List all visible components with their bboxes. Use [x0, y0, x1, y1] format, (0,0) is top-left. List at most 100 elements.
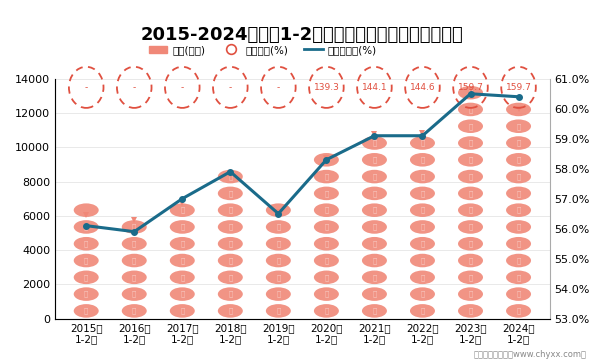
Ellipse shape: [410, 270, 435, 284]
Text: 负: 负: [180, 207, 185, 213]
Ellipse shape: [218, 220, 243, 234]
Text: -: -: [276, 83, 280, 92]
Text: 负: 负: [372, 257, 376, 264]
Text: 负: 负: [420, 307, 425, 314]
Ellipse shape: [218, 304, 243, 318]
Ellipse shape: [410, 237, 435, 250]
Text: 负: 负: [517, 123, 521, 130]
Text: 负: 负: [372, 307, 376, 314]
Ellipse shape: [266, 304, 291, 318]
Ellipse shape: [458, 136, 483, 150]
Text: 负: 负: [84, 240, 88, 247]
Ellipse shape: [218, 203, 243, 217]
Text: 负: 负: [228, 291, 232, 297]
Text: 负: 负: [228, 224, 232, 230]
Text: 负: 负: [517, 307, 521, 314]
Ellipse shape: [122, 270, 147, 284]
Legend: 负债(亿元), 产权比率(%), 资产负债率(%): 负债(亿元), 产权比率(%), 资产负债率(%): [145, 41, 381, 59]
Text: 负: 负: [276, 257, 281, 264]
Text: 负: 负: [372, 190, 376, 197]
Text: 负: 负: [517, 190, 521, 197]
Text: 负: 负: [84, 291, 88, 297]
Text: 负: 负: [468, 156, 473, 163]
Text: 负: 负: [517, 173, 521, 180]
Ellipse shape: [74, 270, 99, 284]
Text: 负: 负: [180, 240, 185, 247]
Text: 负: 负: [468, 307, 473, 314]
Text: 负: 负: [517, 140, 521, 146]
Text: 139.3: 139.3: [313, 83, 339, 92]
Text: -: -: [85, 83, 88, 92]
Text: 负: 负: [517, 257, 521, 264]
Text: 负: 负: [468, 140, 473, 146]
Text: 负: 负: [517, 240, 521, 247]
Ellipse shape: [506, 287, 531, 301]
Ellipse shape: [314, 220, 339, 234]
Ellipse shape: [362, 287, 387, 301]
Ellipse shape: [122, 237, 147, 250]
Text: 负: 负: [468, 257, 473, 264]
Ellipse shape: [314, 270, 339, 284]
Ellipse shape: [314, 203, 339, 217]
Text: 负: 负: [132, 274, 136, 281]
Ellipse shape: [218, 170, 243, 183]
Ellipse shape: [506, 170, 531, 183]
Ellipse shape: [170, 287, 195, 301]
Ellipse shape: [218, 187, 243, 200]
Ellipse shape: [74, 287, 99, 301]
Ellipse shape: [266, 237, 291, 250]
Text: 159.7: 159.7: [506, 83, 531, 92]
Text: 负: 负: [324, 224, 329, 230]
Text: 负: 负: [324, 291, 329, 297]
Ellipse shape: [362, 170, 387, 183]
Text: 负: 负: [468, 240, 473, 247]
Text: 负: 负: [517, 224, 521, 230]
Text: 负: 负: [324, 274, 329, 281]
Ellipse shape: [410, 187, 435, 200]
Ellipse shape: [458, 254, 483, 267]
Ellipse shape: [218, 270, 243, 284]
Text: 负: 负: [517, 156, 521, 163]
Ellipse shape: [506, 237, 531, 250]
Text: 负: 负: [420, 224, 425, 230]
Text: 负: 负: [132, 240, 136, 247]
Text: 负: 负: [180, 224, 185, 230]
Ellipse shape: [410, 254, 435, 267]
Text: 负: 负: [420, 291, 425, 297]
Text: 负: 负: [372, 240, 376, 247]
Ellipse shape: [506, 153, 531, 167]
Text: 负: 负: [180, 307, 185, 314]
Text: 负: 负: [228, 173, 232, 180]
Ellipse shape: [314, 170, 339, 183]
Ellipse shape: [362, 153, 387, 167]
Ellipse shape: [458, 237, 483, 250]
Text: 负: 负: [84, 274, 88, 281]
Text: 负: 负: [468, 224, 473, 230]
Text: 负: 负: [468, 190, 473, 197]
Ellipse shape: [506, 187, 531, 200]
Ellipse shape: [458, 86, 483, 99]
Text: 负: 负: [276, 240, 281, 247]
Text: 负: 负: [517, 291, 521, 297]
Text: 负: 负: [228, 274, 232, 281]
Ellipse shape: [458, 187, 483, 200]
Ellipse shape: [458, 103, 483, 116]
Ellipse shape: [410, 153, 435, 167]
Ellipse shape: [506, 254, 531, 267]
Ellipse shape: [266, 287, 291, 301]
Text: 负: 负: [132, 257, 136, 264]
Text: 负: 负: [372, 224, 376, 230]
Text: 负: 负: [468, 89, 473, 96]
Ellipse shape: [362, 254, 387, 267]
Text: 负: 负: [372, 291, 376, 297]
Text: 负: 负: [372, 140, 376, 146]
Text: 负: 负: [132, 307, 136, 314]
Ellipse shape: [506, 270, 531, 284]
Ellipse shape: [362, 304, 387, 318]
Text: 负: 负: [276, 224, 281, 230]
Ellipse shape: [410, 287, 435, 301]
Text: 负: 负: [468, 173, 473, 180]
Text: 负: 负: [324, 207, 329, 213]
Ellipse shape: [458, 119, 483, 133]
Text: 负: 负: [84, 307, 88, 314]
